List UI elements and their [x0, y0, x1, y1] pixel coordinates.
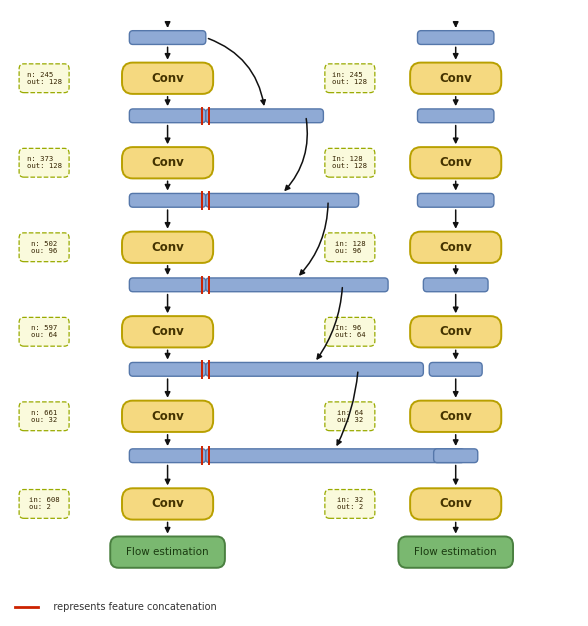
FancyBboxPatch shape: [122, 147, 213, 178]
FancyBboxPatch shape: [410, 316, 501, 347]
FancyBboxPatch shape: [122, 63, 213, 94]
FancyBboxPatch shape: [122, 232, 213, 263]
Text: n: 502
ou: 96: n: 502 ou: 96: [31, 241, 57, 254]
FancyBboxPatch shape: [429, 362, 482, 376]
FancyBboxPatch shape: [129, 193, 206, 207]
FancyBboxPatch shape: [206, 278, 388, 292]
FancyBboxPatch shape: [410, 488, 501, 520]
Text: Conv: Conv: [151, 326, 184, 338]
Text: n: 597
ou: 64: n: 597 ou: 64: [31, 326, 57, 338]
FancyBboxPatch shape: [399, 536, 513, 568]
Text: in: 608
ou: 2: in: 608 ou: 2: [29, 498, 59, 510]
FancyBboxPatch shape: [417, 109, 494, 123]
FancyBboxPatch shape: [206, 109, 323, 123]
FancyBboxPatch shape: [129, 362, 206, 376]
FancyBboxPatch shape: [325, 317, 375, 346]
Text: In: 96
out: 64: In: 96 out: 64: [335, 326, 365, 338]
FancyBboxPatch shape: [129, 449, 206, 463]
FancyBboxPatch shape: [206, 362, 423, 376]
Text: Conv: Conv: [439, 241, 472, 254]
Text: n: 245
out: 128: n: 245 out: 128: [26, 72, 62, 85]
FancyBboxPatch shape: [423, 278, 488, 292]
Text: in: 64
ou: 32: in: 64 ou: 32: [337, 410, 363, 423]
Text: Conv: Conv: [151, 156, 184, 169]
Text: Conv: Conv: [439, 156, 472, 169]
Text: Conv: Conv: [439, 72, 472, 85]
Text: Flow estimation: Flow estimation: [415, 547, 497, 557]
Text: Conv: Conv: [151, 410, 184, 423]
Text: represents feature concatenation: represents feature concatenation: [44, 602, 217, 612]
FancyBboxPatch shape: [325, 402, 375, 431]
FancyBboxPatch shape: [417, 193, 494, 207]
FancyBboxPatch shape: [206, 193, 359, 207]
FancyBboxPatch shape: [129, 109, 206, 123]
FancyBboxPatch shape: [410, 147, 501, 178]
FancyBboxPatch shape: [206, 449, 465, 463]
FancyBboxPatch shape: [325, 490, 375, 518]
FancyBboxPatch shape: [325, 233, 375, 262]
Text: Conv: Conv: [151, 72, 184, 85]
FancyBboxPatch shape: [325, 148, 375, 177]
FancyBboxPatch shape: [19, 317, 69, 346]
Text: n: 661
ou: 32: n: 661 ou: 32: [31, 410, 57, 423]
FancyBboxPatch shape: [325, 64, 375, 93]
Text: In: 128
out: 128: In: 128 out: 128: [332, 156, 368, 169]
FancyBboxPatch shape: [19, 64, 69, 93]
Text: n: 373
out: 128: n: 373 out: 128: [26, 156, 62, 169]
Text: Conv: Conv: [439, 498, 472, 510]
Text: Conv: Conv: [151, 498, 184, 510]
FancyBboxPatch shape: [19, 148, 69, 177]
Text: in: 128
ou: 96: in: 128 ou: 96: [335, 241, 365, 254]
Text: Conv: Conv: [439, 410, 472, 423]
FancyBboxPatch shape: [122, 401, 213, 432]
Text: Conv: Conv: [439, 326, 472, 338]
FancyBboxPatch shape: [110, 536, 225, 568]
FancyBboxPatch shape: [122, 488, 213, 520]
FancyBboxPatch shape: [434, 449, 477, 463]
FancyBboxPatch shape: [410, 63, 501, 94]
Text: Conv: Conv: [151, 241, 184, 254]
Text: Flow estimation: Flow estimation: [126, 547, 209, 557]
FancyBboxPatch shape: [129, 31, 206, 44]
Text: in: 245
out: 128: in: 245 out: 128: [332, 72, 368, 85]
FancyBboxPatch shape: [19, 233, 69, 262]
FancyBboxPatch shape: [19, 402, 69, 431]
FancyBboxPatch shape: [410, 401, 501, 432]
FancyBboxPatch shape: [122, 316, 213, 347]
FancyBboxPatch shape: [410, 232, 501, 263]
FancyBboxPatch shape: [417, 31, 494, 44]
FancyBboxPatch shape: [129, 278, 206, 292]
Text: in: 32
out: 2: in: 32 out: 2: [337, 498, 363, 510]
FancyBboxPatch shape: [19, 490, 69, 518]
